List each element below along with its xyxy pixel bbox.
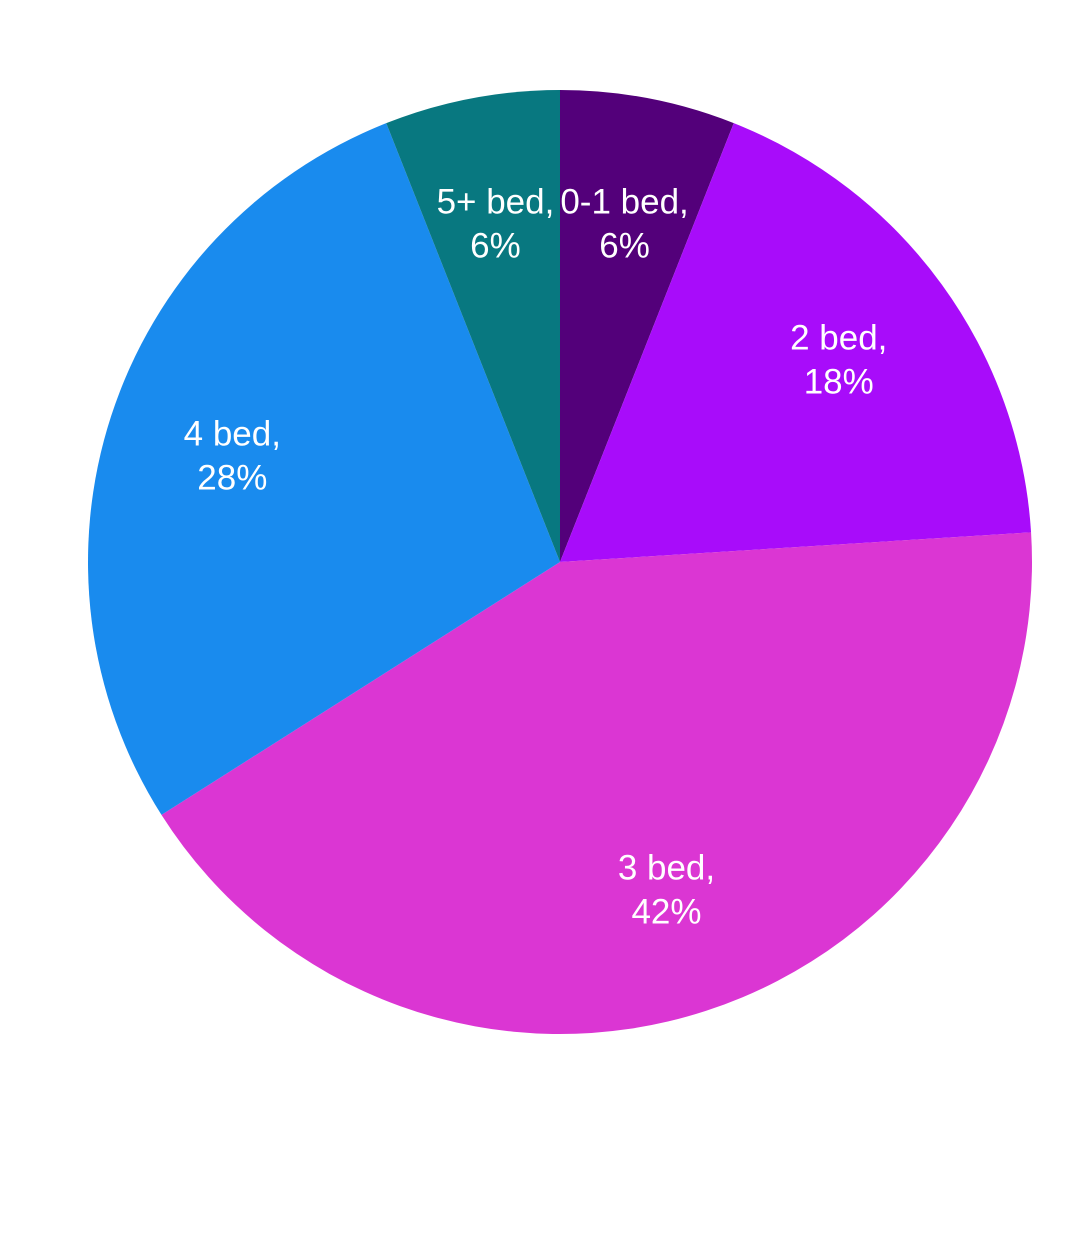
slice-label-category: 0-1 bed, — [560, 183, 688, 222]
slice-label: 4 bed, 28% — [184, 415, 281, 498]
slice-label-category: 5+ bed, — [437, 183, 555, 222]
slice-label: 0-1 bed, 6% — [560, 183, 688, 266]
pie-slice-2-bed — [560, 123, 1032, 563]
slice-label-category: 3 bed, — [618, 849, 715, 888]
slice-label: 5+ bed, 6% — [437, 183, 555, 266]
pie-slice-4-bed — [88, 123, 560, 815]
slice-label: 2 bed, 18% — [790, 318, 887, 401]
slice-label-category: 4 bed, — [184, 415, 281, 454]
pie-slice-0-1-bed — [560, 90, 734, 562]
pie-slice-3-bed — [161, 532, 1033, 1034]
pie-labels: 0-1 bed, 6% 2 bed, 18% 3 bed, 42% 4 bed, 28% 5+ … — [184, 183, 888, 932]
slice-label-percent: 42% — [631, 893, 701, 932]
pie-slices — [88, 90, 1033, 1034]
slice-label-percent: 28% — [197, 459, 267, 498]
slice-label-percent: 18% — [804, 362, 874, 401]
slice-label: 3 bed, 42% — [618, 849, 715, 932]
slice-label-percent: 6% — [470, 227, 521, 266]
slice-label-percent: 6% — [599, 227, 650, 266]
pie-slice-5-bed — [386, 90, 560, 562]
slice-label-category: 2 bed, — [790, 318, 887, 357]
